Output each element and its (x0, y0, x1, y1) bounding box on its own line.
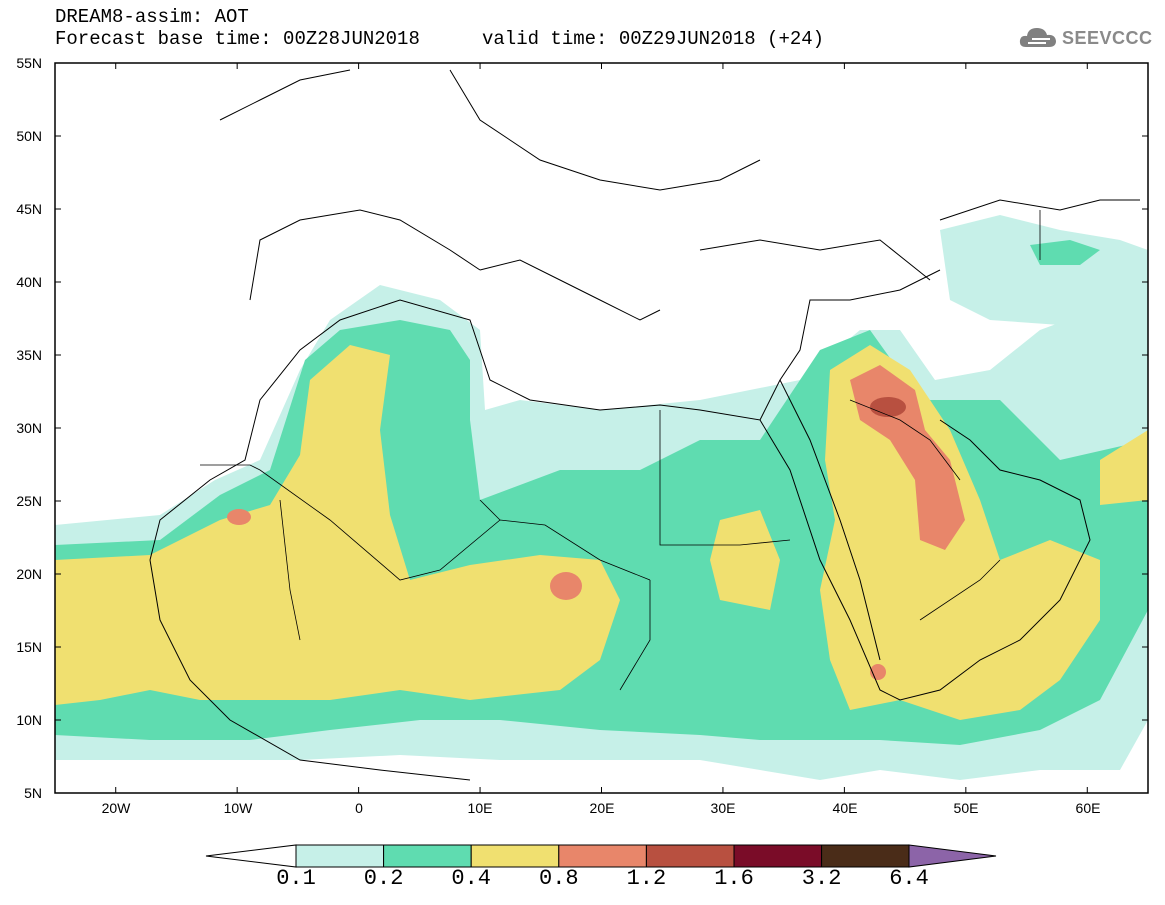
map-title: DREAM8-assim: AOT (55, 6, 249, 28)
seevccc-logo: SEEVCCC (1018, 23, 1153, 53)
colorbar-label-3.2: 3.2 (801, 866, 842, 891)
lon-tick-10E: 10E (468, 800, 493, 816)
lat-tick-10N: 10N (16, 712, 42, 728)
lon-tick-0: 0 (355, 800, 363, 816)
colorbar-bin-2 (383, 844, 472, 868)
lat-tick-20N: 20N (16, 566, 42, 582)
colorbar-label-0.4: 0.4 (451, 866, 491, 891)
lat-tick-35N: 35N (16, 347, 42, 363)
lon-tick-20W: 20W (102, 800, 132, 816)
country-borders (200, 210, 1041, 691)
valid-time: valid time: 00Z29JUN2018 (+24) (482, 28, 825, 50)
colorbar-bin-5 (645, 844, 735, 868)
lon-tick-60E: 60E (1076, 800, 1101, 816)
forecast-base-time: Forecast base time: 00Z28JUN2018 (55, 28, 420, 50)
lon-tick-50E: 50E (954, 800, 979, 816)
colorbar-under-arrow (205, 844, 297, 868)
lat-tick-labels: 55N 50N 45N 40N 35N 30N 25N 20N 15N 10N … (16, 55, 42, 801)
colorbar (205, 844, 997, 868)
coastlines (149, 69, 1140, 781)
colorbar-label-1.6: 1.6 (714, 866, 754, 891)
colorbar-bin-1 (295, 844, 385, 868)
lon-tick-40E: 40E (833, 800, 858, 816)
colorbar-bin-7 (821, 844, 910, 868)
colorbar-bin-4 (558, 844, 647, 868)
colorbar-label-6.4: 6.4 (889, 866, 929, 891)
lat-tick-40N: 40N (16, 274, 42, 290)
cloud-icon (1019, 28, 1056, 47)
colorbar-label-0.8: 0.8 (538, 866, 579, 891)
colorbar-over-arrow (908, 844, 997, 868)
logo-text: SEEVCCC (1062, 27, 1153, 48)
lat-tick-50N: 50N (16, 128, 42, 144)
lat-tick-5N: 5N (24, 785, 42, 801)
aot-contour-1.2 (870, 397, 906, 417)
colorbar-bin-6 (733, 844, 823, 868)
lon-tick-30E: 30E (711, 800, 736, 816)
lat-tick-15N: 15N (16, 639, 42, 655)
lon-tick-20E: 20E (590, 800, 615, 816)
lat-tick-45N: 45N (16, 201, 42, 217)
lat-tick-30N: 30N (16, 420, 42, 436)
colorbar-bin-3 (470, 844, 560, 868)
lat-tick-25N: 25N (16, 493, 42, 509)
lat-tick-55N: 55N (16, 55, 42, 71)
lon-tick-labels: 20W 10W 0 10E 20E 30E 40E 50E 60E (102, 800, 1101, 816)
lon-tick-10W: 10W (224, 800, 254, 816)
colorbar-label-0.1: 0.1 (276, 866, 316, 891)
colorbar-label-0.2: 0.2 (363, 866, 404, 891)
colorbar-labels: 0.1 0.2 0.4 0.8 1.2 1.6 3.2 6.4 (0, 866, 1165, 894)
colorbar-label-1.2: 1.2 (626, 866, 667, 891)
tick-marks (55, 62, 1148, 794)
